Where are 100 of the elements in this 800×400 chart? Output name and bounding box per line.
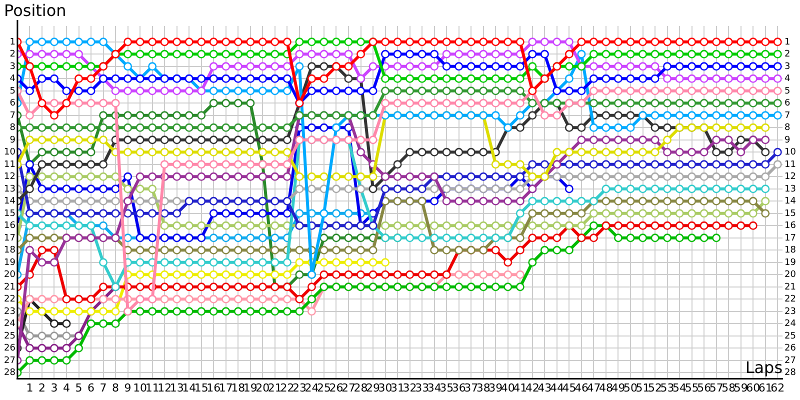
x-tick-label: 5 [75,381,82,394]
y2-tick-label: 5 [784,86,790,96]
x-tick-label: 14 [182,381,196,394]
x-tick-label: 37 [464,381,478,394]
x-tick-label: 2 [38,381,46,394]
x-tick-label: 51 [636,381,650,394]
x-tick-label: 17 [218,381,233,394]
y2-tick-label: 19 [784,258,796,268]
x-tick-label: 47 [586,381,601,394]
x-tick-label: 60 [746,381,760,394]
x-tick-label: 43 [538,381,552,394]
y2-tick-label: 17 [784,233,796,244]
x-tick-label: 52 [648,381,662,394]
x-tick-label: 34 [427,381,442,394]
x-tick-label: 8 [112,381,120,394]
y-tick-label: 9 [10,135,16,146]
y2-tick-label: 20 [784,270,796,280]
y2-tick-label: 16 [784,221,796,232]
x-tick-label: 40 [500,381,515,394]
x-tick-label: 45 [562,381,576,394]
y2-tick-label: 3 [784,62,790,72]
y-tick-label: 13 [4,184,16,194]
y2-tick-label: 21 [784,282,796,292]
x-tick-label: 23 [292,381,306,394]
y2-tick-label: 11 [784,160,796,170]
y2-tick-label: 22 [784,294,796,305]
x-tick-label: 7 [100,381,107,394]
x-tick-label: 46 [574,381,588,394]
x-tick-label: 48 [598,381,613,394]
y-axis-title: Position [4,1,66,20]
y-tick-label: 20 [4,270,16,280]
x-tick-label: 4 [62,381,70,394]
y2-tick-label: 24 [784,319,796,330]
y2-tick-label: 12 [784,172,796,182]
x-tick-label: 55 [684,381,699,394]
x-tick-label: 22 [280,381,294,394]
x-tick-label: 10 [133,381,148,394]
y2-tick-label: 8 [784,123,791,134]
x-tick-label: 21 [268,381,282,394]
y-tick-label: 25 [4,331,16,342]
y-tick-label: 27 [4,356,16,366]
x-tick-label: 61 [758,381,772,394]
x-tick-label: 41 [513,381,528,394]
x-tick-label: 36 [452,381,466,394]
y2-tick-label: 26 [784,344,796,354]
x-tick-label: 39 [488,381,503,394]
y-tick-label: 3 [10,62,16,72]
x-tick-label: 1 [26,381,34,394]
y-tick-label: 26 [4,344,16,354]
y-tick-label: 12 [4,172,16,182]
y2-tick-label: 9 [784,135,791,146]
x-tick-label: 35 [440,381,454,394]
x-tick-label: 3 [50,381,58,394]
y2-tick-label: 2 [784,50,790,60]
y2-tick-label: 18 [784,246,796,256]
x-tick-label: 49 [611,381,626,394]
y2-tick-label: 15 [784,208,796,219]
x-tick-label: 26 [329,381,344,394]
x-tick-label: 15 [194,381,208,394]
y-tick-label: 11 [4,160,16,170]
y-tick-label: 4 [10,74,16,84]
x-tick-label: 16 [206,381,221,394]
y2-tick-label: 7 [784,110,790,121]
x-tick-label: 11 [145,381,160,394]
y-tick-label: 19 [4,258,16,268]
y-tick-label: 15 [4,208,16,219]
x-tick-label: 6 [88,381,95,394]
y-tick-label: 24 [4,319,16,330]
y-tick-label: 18 [4,246,16,256]
y-tick-label: 10 [4,148,16,158]
x-tick-label: 44 [550,381,564,394]
y-tick-label: 8 [10,123,16,134]
x-tick-label: 13 [170,381,184,394]
y2-tick-label: 25 [784,331,796,342]
x-tick-label: 42 [525,381,540,394]
x-tick-label: 12 [158,381,172,394]
y-tick-label: 6 [10,98,16,109]
x-tick-label: 57 [709,381,724,394]
x-tick-label: 32 [402,381,417,394]
x-tick-label: 20 [256,381,270,394]
x-tick-label: 24 [304,381,319,394]
y2-tick-label: 6 [784,98,791,109]
y2-tick-label: 10 [784,148,796,158]
y-tick-label: 16 [4,221,16,232]
y2-tick-label: 4 [784,74,791,84]
x-tick-label: 9 [124,381,132,394]
y-tick-label: 28 [4,368,16,378]
x-tick-label: 28 [354,381,368,394]
x-tick-label: 29 [366,381,380,394]
x-tick-label: 38 [476,381,490,394]
x-tick-label: 59 [734,381,748,394]
x-tick-label: 19 [243,381,258,394]
y2-tick-label: 1 [784,37,790,48]
x-tick-label: 27 [342,381,356,394]
y-tick-label: 21 [4,282,16,292]
y2-tick-label: 28 [784,368,796,378]
x-tick-label: 62 [770,381,785,394]
y2-tick-label: 27 [784,356,796,366]
x-tick-label: 50 [624,381,638,394]
y-tick-label: 7 [10,110,16,121]
